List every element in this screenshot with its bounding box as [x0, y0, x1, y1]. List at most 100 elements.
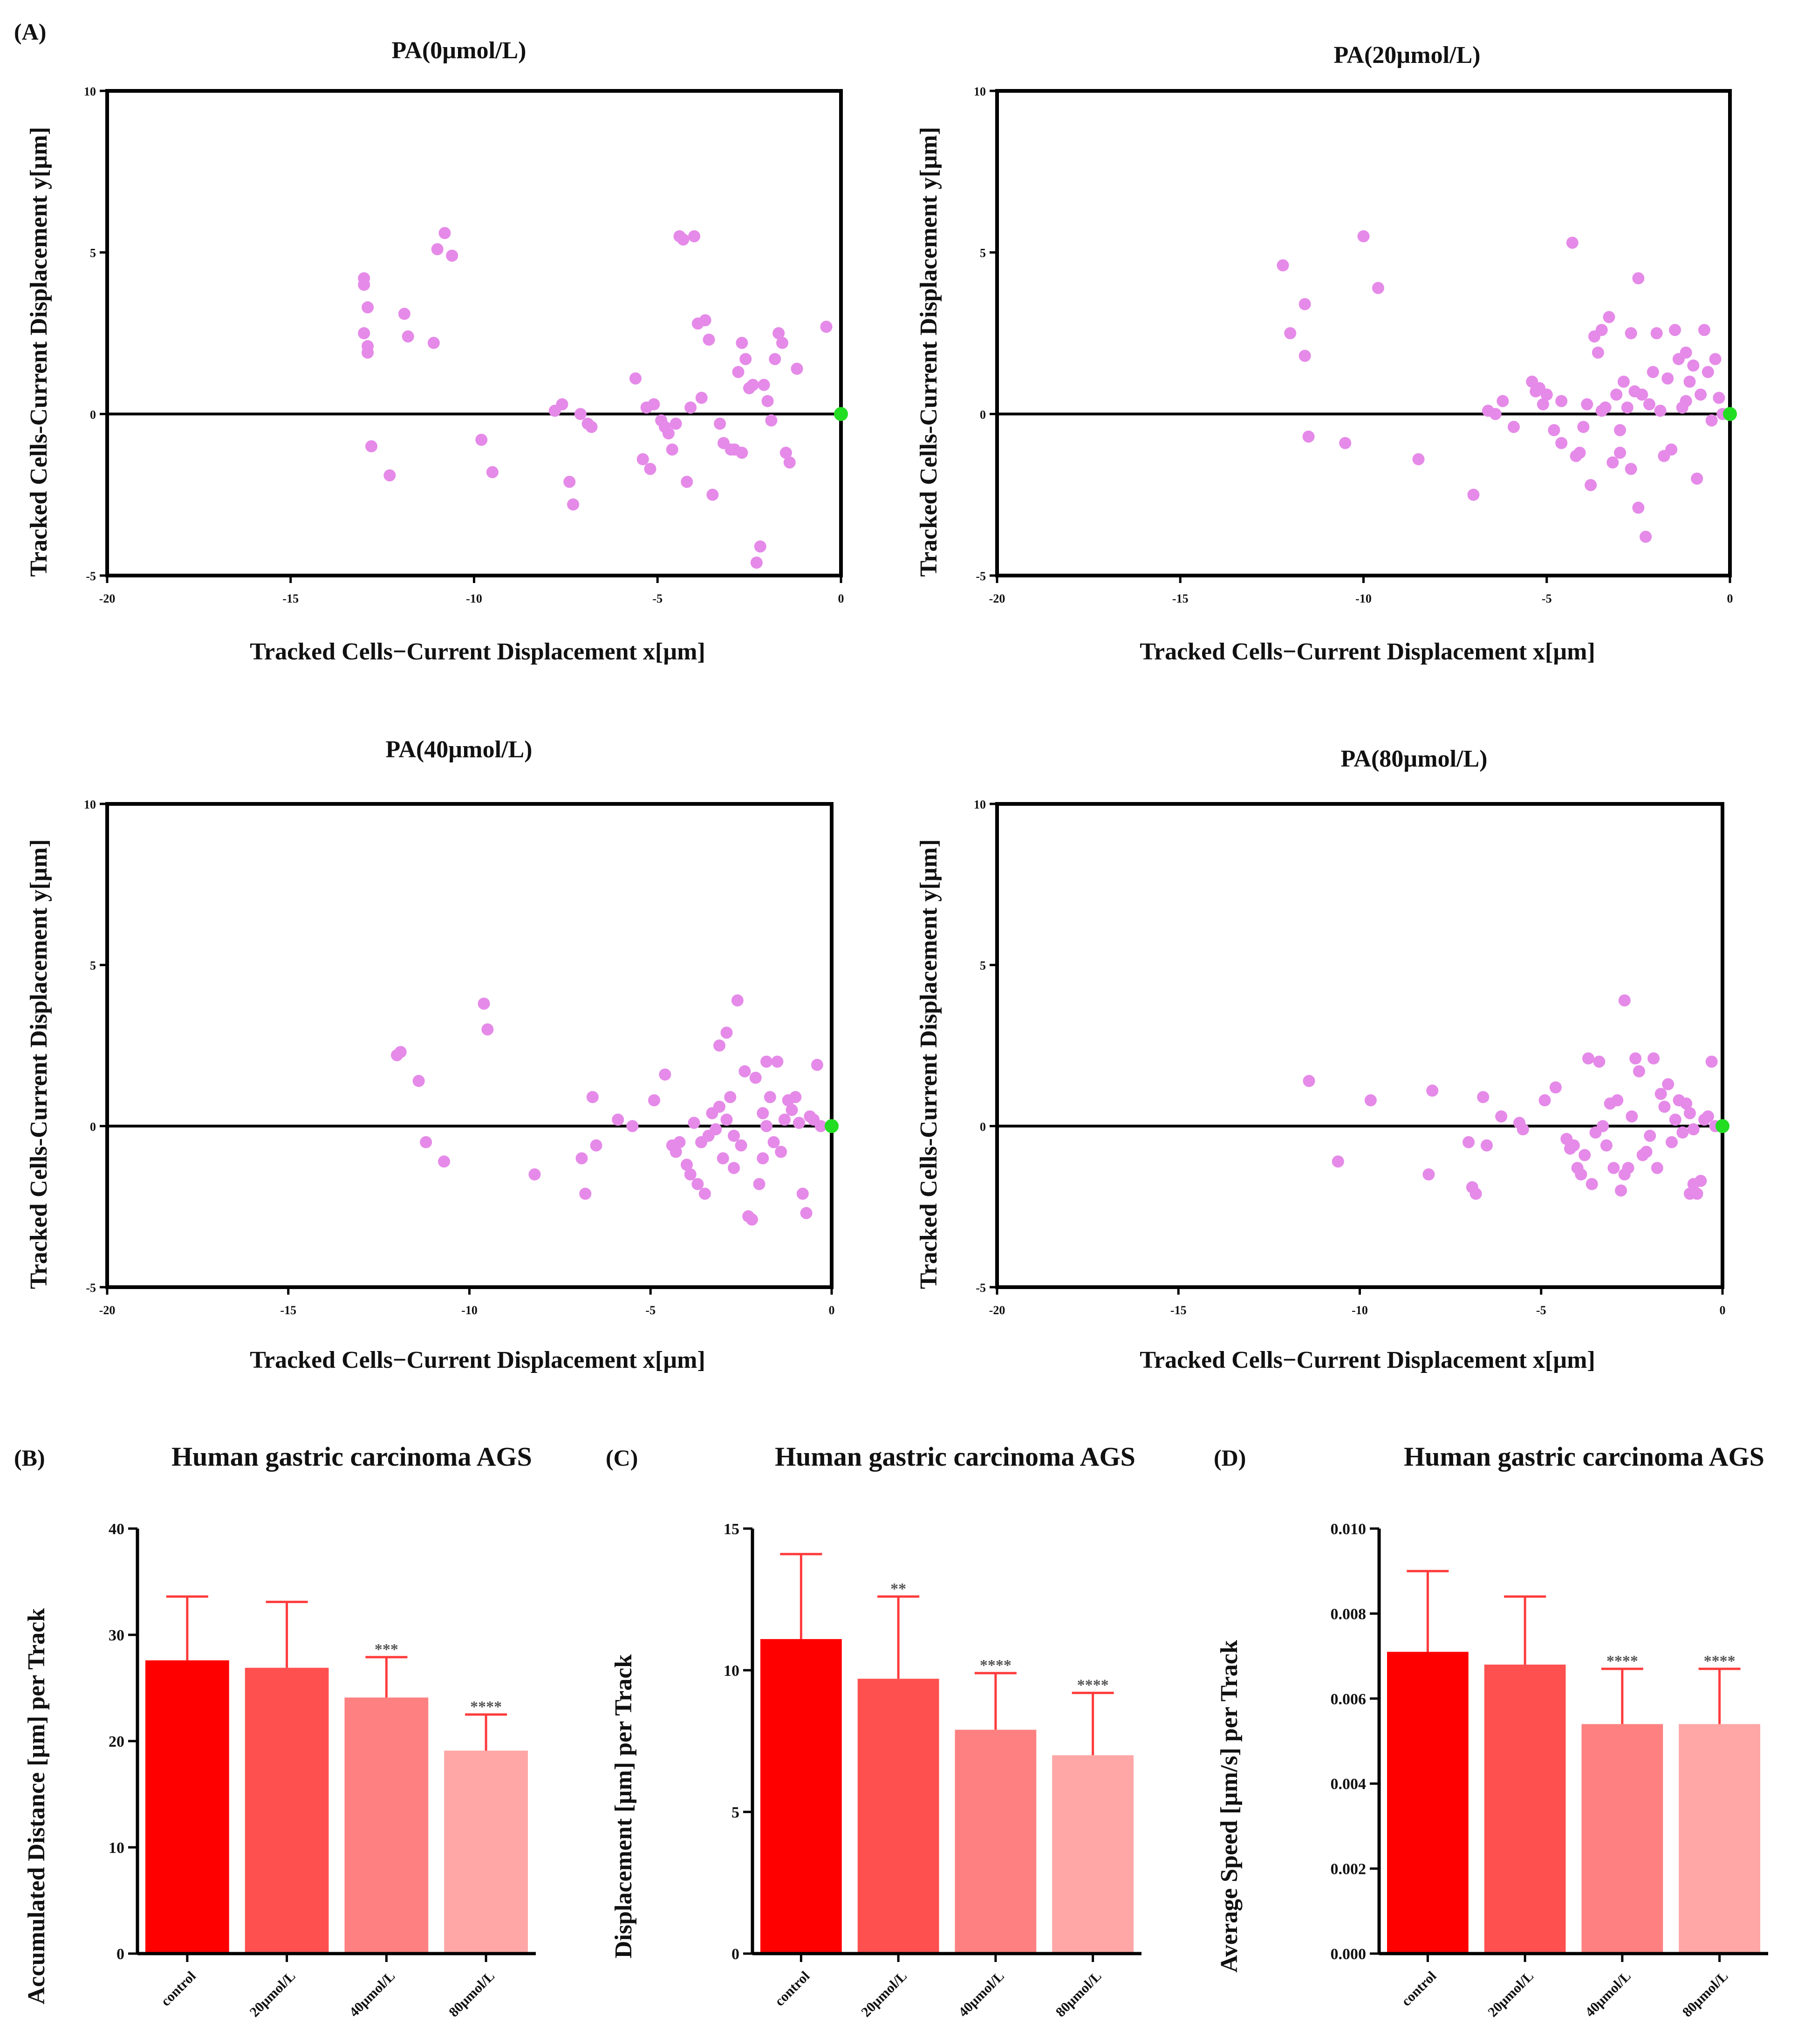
- data-point: [1687, 359, 1700, 372]
- data-point: [1705, 1056, 1718, 1068]
- y-tick-label: 0: [116, 1946, 124, 1963]
- data-point: [1705, 414, 1718, 427]
- data-point: [1555, 437, 1568, 449]
- data-point: [1581, 398, 1593, 411]
- data-point: [1593, 1056, 1606, 1068]
- y-tick-label: 0.006: [1331, 1691, 1367, 1708]
- y-tick-label: 5: [980, 247, 986, 260]
- data-point: [1615, 1184, 1627, 1197]
- data-point: [1647, 366, 1659, 378]
- data-point: [1625, 463, 1637, 475]
- data-point: [714, 418, 726, 430]
- data-point: [1588, 330, 1600, 343]
- data-point: [717, 1152, 729, 1165]
- data-point: [1683, 1187, 1696, 1200]
- data-point: [791, 363, 803, 375]
- x-tick-label: 0: [829, 1303, 835, 1317]
- x-tick-label: -15: [1172, 592, 1189, 605]
- y-tick-label: 0: [980, 408, 986, 421]
- data-point: [481, 1023, 494, 1036]
- data-point: [1422, 1168, 1435, 1181]
- data-point: [629, 372, 642, 385]
- data-point: [1687, 1178, 1700, 1190]
- significance-label: ****: [980, 1657, 1012, 1674]
- origin-point: [825, 1119, 839, 1133]
- data-point: [670, 1145, 682, 1158]
- charts-layer: PA(0µmol/L) -20 -15 -10 -5 0 -5 0 5 10 Tracked Cel…: [23, 37, 1768, 2020]
- data-point: [710, 1123, 722, 1136]
- data-point: [677, 233, 690, 246]
- data-point: [431, 243, 444, 255]
- data-point: [362, 346, 374, 359]
- bar: [1484, 1664, 1566, 1954]
- data-point: [753, 1178, 765, 1190]
- bar: [1679, 1724, 1760, 1954]
- data-point: [1540, 388, 1553, 401]
- data-point: [648, 1094, 661, 1107]
- data-point: [1644, 1130, 1656, 1142]
- data-point: [420, 1136, 432, 1148]
- data-point: [1480, 1139, 1493, 1152]
- y-tick-label: 0.000: [1331, 1946, 1367, 1963]
- data-point: [1683, 1107, 1696, 1119]
- data-point: [1303, 1075, 1315, 1087]
- data-point: [362, 301, 374, 314]
- scatter-chart-2: PA(20µmol/L) -20 -15 -10 -5 0 -5 0 5 10 Tracked Ce…: [916, 42, 1737, 665]
- y-tick-label: 0: [731, 1946, 739, 1963]
- data-point: [1597, 1120, 1609, 1132]
- data-point: [1662, 1078, 1674, 1091]
- data-point: [1299, 350, 1311, 362]
- x-tick-label: -20: [99, 592, 116, 605]
- bar-chart-2: Human gastric carcinoma AGScontrol**20µm…: [610, 1441, 1141, 2020]
- data-point: [626, 1120, 639, 1132]
- data-point: [1617, 376, 1630, 388]
- data-point: [779, 446, 792, 459]
- data-point: [1647, 1052, 1660, 1065]
- data-point: [1695, 388, 1707, 401]
- data-point: [1332, 1155, 1344, 1168]
- x-tick-label: 0: [1720, 1303, 1726, 1317]
- data-point: [1610, 388, 1623, 401]
- data-point: [720, 1113, 733, 1126]
- x-tick-label: -20: [989, 592, 1005, 605]
- data-point: [1632, 272, 1645, 285]
- data-point: [749, 1071, 762, 1084]
- data-point: [1507, 421, 1520, 433]
- x-tick-label: -5: [652, 592, 663, 605]
- data-point: [796, 1187, 809, 1200]
- data-point: [1567, 1139, 1580, 1152]
- data-point: [567, 498, 580, 511]
- data-point: [1412, 453, 1425, 466]
- data-point: [1625, 327, 1637, 339]
- data-point: [1555, 395, 1568, 407]
- data-point: [1665, 443, 1678, 456]
- data-point: [556, 398, 568, 411]
- x-tick-label: -20: [989, 1303, 1005, 1317]
- significance-label: **: [890, 1580, 906, 1598]
- data-point: [775, 1145, 787, 1158]
- significance-label: ****: [470, 1698, 502, 1715]
- x-tick-label: -15: [280, 1303, 296, 1317]
- y-tick-label: 10: [84, 798, 96, 811]
- data-point: [1629, 1052, 1642, 1065]
- data-point: [1606, 456, 1619, 469]
- data-point: [772, 327, 785, 339]
- y-tick-label: 0: [90, 408, 96, 421]
- data-point: [1600, 1139, 1613, 1152]
- data-point: [575, 1152, 588, 1165]
- data-point: [761, 395, 774, 407]
- bar: [1581, 1724, 1663, 1954]
- x-tick-label: -10: [461, 1303, 478, 1317]
- data-point: [1489, 408, 1502, 420]
- data-point: [684, 1168, 697, 1181]
- data-point: [728, 1162, 740, 1174]
- data-point: [1339, 437, 1352, 449]
- data-point: [358, 327, 370, 339]
- y-tick-label: 10: [724, 1662, 739, 1680]
- data-point: [713, 1100, 725, 1113]
- data-point: [1676, 1126, 1689, 1139]
- data-point: [758, 378, 770, 391]
- data-point: [438, 1155, 451, 1168]
- bar: [760, 1639, 842, 1954]
